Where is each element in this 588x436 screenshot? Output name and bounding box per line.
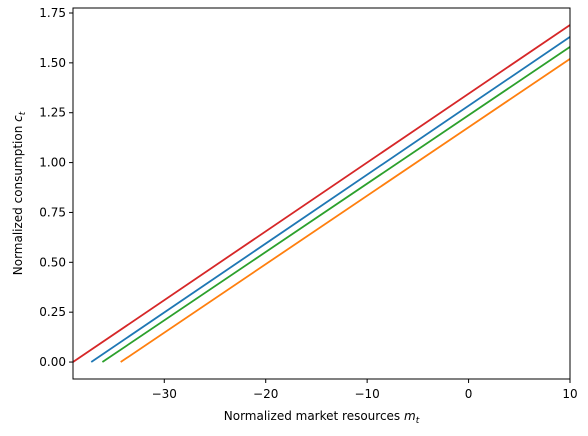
y-tick-label: 0.75 [39, 205, 66, 219]
y-tick-label: 0.25 [39, 305, 66, 319]
y-tick-label: 1.25 [39, 106, 66, 120]
y-tick-label: 1.00 [39, 156, 66, 170]
y-tick-label: 1.50 [39, 56, 66, 70]
x-tick-label: −20 [253, 387, 278, 401]
y-axis-label-var: c [11, 115, 25, 122]
y-axis-ticks: 0.00 0.25 0.50 0.75 1.00 1.25 1.50 1.75 [39, 6, 73, 369]
y-axis-label: Normalized consumption ct [11, 111, 28, 275]
x-tick-label: −10 [354, 387, 379, 401]
x-tick-label: 10 [562, 387, 577, 401]
y-tick-label: 0.00 [39, 355, 66, 369]
x-tick-label: −30 [152, 387, 177, 401]
series-layer [72, 24, 571, 363]
series-line-4 [72, 24, 571, 363]
series-line-1 [90, 36, 571, 363]
x-axis-ticks: −30 −20 −10 0 10 [152, 379, 578, 401]
x-axis-label: Normalized market resources mt [224, 409, 420, 426]
y-tick-label: 1.75 [39, 6, 66, 20]
series-line-2 [120, 58, 571, 363]
series-line-3 [101, 46, 571, 363]
y-tick-label: 0.50 [39, 255, 66, 269]
x-tick-label: 0 [465, 387, 473, 401]
x-axis-label-var: m [404, 409, 416, 423]
plot-frame [72, 7, 571, 380]
